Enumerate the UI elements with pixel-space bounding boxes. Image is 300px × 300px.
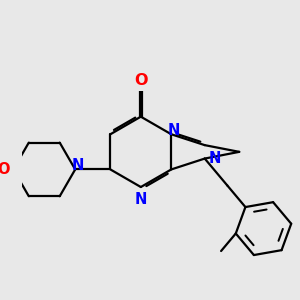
- Text: O: O: [134, 73, 148, 88]
- Text: N: N: [135, 192, 147, 207]
- Text: N: N: [168, 123, 180, 138]
- Text: O: O: [0, 162, 10, 177]
- Text: N: N: [72, 158, 84, 173]
- Text: N: N: [208, 151, 221, 166]
